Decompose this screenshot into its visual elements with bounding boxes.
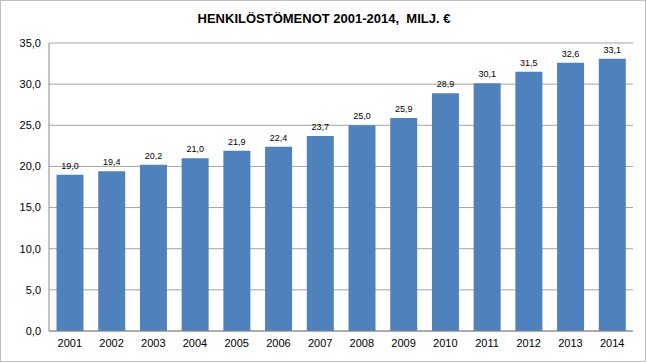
svg-text:20,2: 20,2 — [145, 151, 163, 161]
svg-text:30,0: 30,0 — [20, 78, 41, 90]
svg-text:25,0: 25,0 — [353, 111, 371, 121]
svg-text:25,0: 25,0 — [20, 119, 41, 131]
svg-text:21,0: 21,0 — [186, 144, 204, 154]
html-text:HENKILÖSTÖMENOT 2001-2014, MIL: HENKILÖSTÖMENOT 2001-2014, MILJ. € — [197, 11, 451, 26]
svg-text:33,1: 33,1 — [604, 45, 622, 55]
svg-text:31,5: 31,5 — [520, 58, 538, 68]
svg-text:19,0: 19,0 — [61, 161, 79, 171]
svg-text:35,0: 35,0 — [20, 37, 41, 49]
svg-text:30,1: 30,1 — [478, 69, 496, 79]
svg-text:2002: 2002 — [99, 337, 123, 349]
svg-text:2007: 2007 — [308, 337, 332, 349]
svg-text:2005: 2005 — [224, 337, 248, 349]
svg-text:22,4: 22,4 — [270, 133, 288, 143]
svg-text:2011: 2011 — [475, 337, 499, 349]
svg-text:28,9: 28,9 — [437, 79, 455, 89]
svg-text:25,9: 25,9 — [395, 104, 413, 114]
svg-text:20,0: 20,0 — [20, 160, 41, 172]
svg-text:21,9: 21,9 — [228, 137, 246, 147]
svg-text:2006: 2006 — [266, 337, 290, 349]
svg-text:2009: 2009 — [391, 337, 415, 349]
svg-text:2008: 2008 — [350, 337, 374, 349]
svg-text:2010: 2010 — [433, 337, 457, 349]
svg-text:0,0: 0,0 — [26, 325, 41, 337]
svg-text:32,6: 32,6 — [562, 49, 580, 59]
svg-text:15,0: 15,0 — [20, 201, 41, 213]
svg-text:2001: 2001 — [58, 337, 82, 349]
svg-text:2004: 2004 — [183, 337, 207, 349]
svg-text:2013: 2013 — [558, 337, 582, 349]
svg-text:19,4: 19,4 — [103, 157, 121, 167]
svg-text:10,0: 10,0 — [20, 243, 41, 255]
svg-text:2003: 2003 — [141, 337, 165, 349]
svg-text:5,0: 5,0 — [26, 284, 41, 296]
svg-text:2012: 2012 — [516, 337, 540, 349]
svg-text:23,7: 23,7 — [312, 122, 330, 132]
svg-text:2014: 2014 — [600, 337, 624, 349]
